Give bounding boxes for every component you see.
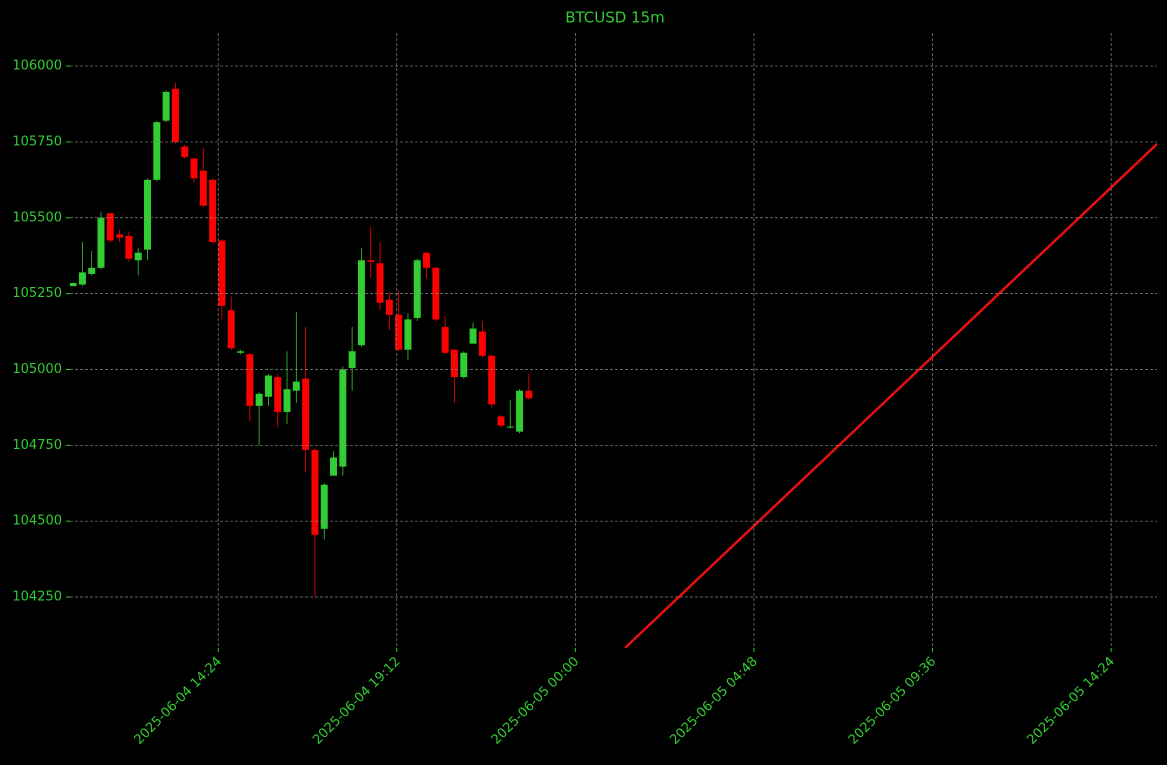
x-tick-label: 2025-06-05 04:48 <box>667 654 760 747</box>
candle-body <box>199 170 207 206</box>
candle-body <box>311 449 319 535</box>
y-tick-label: 105250 <box>12 286 62 301</box>
candle-body <box>218 240 226 306</box>
candle-body <box>404 319 412 350</box>
y-tick-label: 105750 <box>12 134 62 149</box>
candle-body <box>181 146 189 158</box>
candle-body <box>227 310 235 349</box>
x-tick-label: 2025-06-04 19:12 <box>310 654 403 747</box>
candle-body <box>274 377 282 412</box>
candle-body <box>478 331 486 356</box>
candle-body <box>450 349 458 378</box>
candle-body <box>116 234 124 238</box>
candle-body <box>283 389 291 412</box>
candle-body <box>441 326 449 353</box>
candle-body <box>264 375 272 397</box>
x-tick-label: 2025-06-05 09:36 <box>846 654 939 747</box>
candle-body <box>255 393 263 406</box>
candle-body <box>106 213 114 241</box>
candle-body <box>339 369 347 467</box>
x-tick-label: 2025-06-04 14:24 <box>132 654 225 747</box>
candle-body <box>348 351 356 368</box>
candle-body <box>171 88 179 142</box>
y-tick-label: 105000 <box>12 362 62 377</box>
candle-body <box>516 390 524 432</box>
y-tick-label: 105500 <box>12 210 62 225</box>
candle-body <box>162 91 170 121</box>
candle-body <box>385 299 393 315</box>
candle-body <box>376 263 384 303</box>
candle-body <box>292 381 300 391</box>
candle-body <box>78 272 86 285</box>
x-tick-label: 2025-06-05 00:00 <box>489 654 582 747</box>
candle-body <box>497 416 505 426</box>
candle-body <box>506 426 514 428</box>
candle-body <box>395 314 403 350</box>
candle-body <box>302 378 310 450</box>
candle-body <box>320 484 328 529</box>
candle-body <box>209 179 217 243</box>
trend-line <box>624 143 1157 648</box>
chart-title: BTCUSD 15m <box>565 9 665 27</box>
candle-body <box>330 457 338 476</box>
candle-body <box>246 354 254 406</box>
candle-body <box>153 122 161 180</box>
candle-body <box>367 260 375 262</box>
candle-body <box>423 252 431 268</box>
candle-body <box>88 267 96 274</box>
candle-body <box>144 179 151 250</box>
candle-body <box>190 158 198 179</box>
candle-body <box>488 355 496 405</box>
candle-body <box>97 217 105 268</box>
candle-body <box>70 283 77 287</box>
candle-body <box>460 352 468 378</box>
y-tick-label: 104250 <box>12 590 62 605</box>
candle-body <box>469 328 477 344</box>
y-tick-label: 106000 <box>12 59 62 74</box>
candle-body <box>125 235 133 259</box>
candle-body <box>413 260 421 318</box>
candle-body <box>357 260 365 346</box>
y-tick-label: 104750 <box>12 438 62 453</box>
candle-body <box>134 252 142 261</box>
plot-area <box>70 82 1157 648</box>
x-tick-label: 2025-06-05 14:24 <box>1024 654 1117 747</box>
candle-body <box>525 390 533 399</box>
y-tick-label: 104500 <box>12 514 62 529</box>
candle-body <box>237 351 245 353</box>
